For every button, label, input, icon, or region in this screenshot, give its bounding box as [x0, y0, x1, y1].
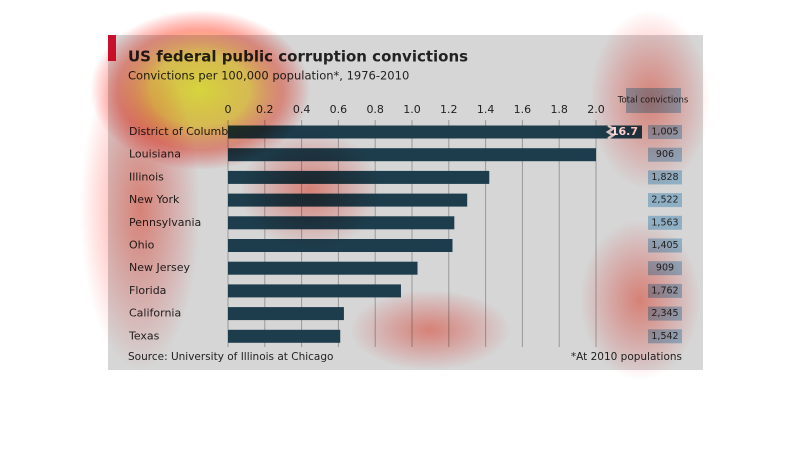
heat-spot: [240, 130, 380, 250]
heat-spot: [580, 220, 700, 380]
heat-spot: [350, 290, 510, 370]
total-value: 2,522: [651, 195, 678, 206]
x-tick-label: 1.4: [477, 103, 495, 116]
bar: [228, 307, 344, 321]
total-value: 1,563: [651, 217, 678, 228]
total-box: [648, 193, 682, 208]
x-tick-label: 1.2: [440, 103, 458, 116]
x-tick-label: 1.6: [514, 103, 532, 116]
x-tick-label: 1.0: [403, 103, 421, 116]
bar: [228, 261, 418, 275]
bar: [228, 284, 401, 298]
heat-spot: [80, 50, 200, 370]
x-tick-label: 0.6: [330, 103, 348, 116]
bar: [228, 329, 341, 343]
source: Source: University of Illinois at Chicag…: [128, 351, 333, 363]
heat-spot: [590, 10, 710, 190]
x-tick-label: 1.8: [550, 103, 568, 116]
heatmap-overlay: [80, 10, 710, 380]
x-tick-label: 0.8: [366, 103, 384, 116]
